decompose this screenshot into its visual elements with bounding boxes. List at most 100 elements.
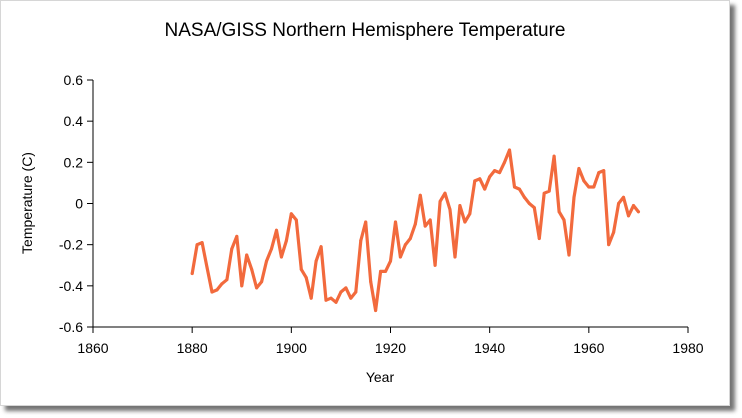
data-point — [403, 243, 407, 247]
data-point — [631, 204, 635, 208]
data-point — [493, 169, 497, 173]
data-point — [260, 280, 264, 284]
data-point — [443, 191, 447, 195]
data-point — [552, 154, 556, 158]
data-point — [612, 230, 616, 234]
data-point — [433, 263, 437, 267]
data-point — [274, 228, 278, 232]
data-point — [636, 210, 640, 214]
data-point — [190, 271, 194, 275]
data-point — [438, 199, 442, 203]
data-point — [468, 212, 472, 216]
data-point — [463, 220, 467, 224]
data-point — [294, 218, 298, 222]
data-point — [374, 309, 378, 313]
data-point — [205, 265, 209, 269]
data-point — [547, 189, 551, 193]
data-point — [627, 214, 630, 218]
data-point — [230, 247, 234, 251]
y-tick-label: 0.4 — [64, 113, 84, 129]
data-point — [384, 269, 388, 273]
data-point — [240, 284, 244, 288]
data-point — [210, 290, 214, 294]
data-point — [314, 259, 318, 263]
data-point — [364, 220, 368, 224]
data-point — [503, 160, 507, 164]
y-tick-label: -0.4 — [59, 278, 83, 294]
data-point — [339, 290, 343, 294]
data-point — [200, 241, 204, 245]
data-point — [319, 245, 323, 249]
data-point — [473, 179, 477, 183]
data-point — [607, 243, 611, 247]
data-point — [369, 280, 373, 284]
series-group — [190, 148, 641, 313]
data-point — [255, 286, 259, 290]
data-point — [270, 247, 273, 251]
chart-frame: NASA/GISS Northern Hemisphere Temperatur… — [0, 0, 730, 406]
data-point — [557, 210, 561, 214]
data-point — [567, 253, 571, 257]
data-point — [289, 212, 293, 216]
data-point — [527, 202, 531, 205]
y-tick-label: -0.6 — [59, 319, 83, 335]
data-point — [602, 169, 606, 173]
x-tick-label: 1920 — [375, 340, 406, 356]
data-point — [542, 191, 546, 195]
x-axis-label: Year — [366, 369, 395, 385]
data-point — [398, 255, 402, 259]
data-point — [617, 202, 621, 205]
data-point — [309, 296, 313, 300]
data-point — [334, 300, 338, 304]
data-point — [250, 267, 254, 271]
data-point — [418, 193, 422, 197]
data-point — [423, 224, 427, 228]
data-point — [622, 195, 626, 199]
data-point — [324, 298, 328, 302]
data-point — [408, 236, 412, 240]
y-tick-label: -0.2 — [59, 237, 83, 253]
data-point — [517, 187, 521, 191]
data-point — [304, 276, 308, 280]
data-point — [537, 236, 541, 240]
x-tick-label: 1980 — [672, 340, 703, 356]
data-point — [587, 185, 591, 189]
x-tick-label: 1900 — [276, 340, 307, 356]
x-tick-label: 1960 — [573, 340, 604, 356]
data-point — [478, 177, 482, 181]
data-point — [215, 288, 219, 292]
x-tick-label: 1880 — [177, 340, 208, 356]
data-point — [572, 195, 576, 199]
data-point — [245, 253, 249, 257]
data-point — [562, 218, 566, 222]
data-point — [532, 206, 536, 210]
data-point — [458, 204, 462, 208]
x-tick-label: 1940 — [474, 340, 505, 356]
data-point — [344, 286, 348, 290]
data-point — [577, 167, 581, 171]
data-point — [597, 171, 601, 175]
data-point — [265, 259, 269, 263]
data-point — [195, 243, 199, 247]
data-point — [413, 222, 417, 226]
axes — [92, 80, 688, 328]
data-point — [508, 148, 511, 152]
data-point — [393, 220, 397, 224]
x-ticks: 1860 1880 1900 1920 1940 1960 1980 — [77, 327, 704, 356]
data-point — [498, 171, 502, 175]
data-point — [453, 255, 457, 259]
data-point — [349, 296, 353, 300]
data-point — [592, 185, 596, 189]
data-point — [448, 208, 452, 212]
y-tick-label: 0.6 — [64, 72, 84, 88]
data-point — [235, 234, 239, 238]
data-point — [488, 175, 492, 179]
data-point — [522, 195, 526, 199]
data-point — [428, 218, 432, 222]
y-axis-label: Temperature (C) — [19, 152, 35, 254]
data-point — [220, 282, 224, 286]
data-point — [359, 239, 363, 243]
data-point — [299, 267, 303, 271]
series-line-0 — [190, 148, 641, 313]
data-point — [279, 255, 283, 259]
